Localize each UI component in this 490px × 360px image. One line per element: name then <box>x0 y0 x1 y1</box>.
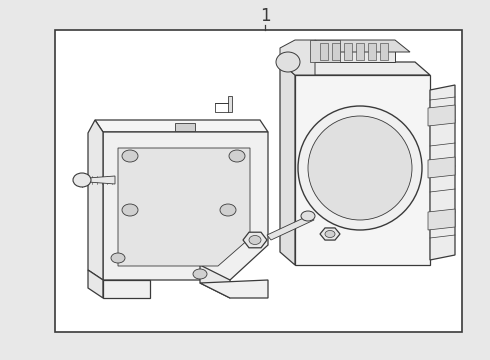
Polygon shape <box>310 40 340 62</box>
Ellipse shape <box>325 230 335 238</box>
Polygon shape <box>295 75 430 265</box>
Polygon shape <box>95 120 268 132</box>
Polygon shape <box>103 280 150 298</box>
Polygon shape <box>280 62 430 75</box>
Ellipse shape <box>308 116 412 220</box>
Polygon shape <box>315 40 395 62</box>
Polygon shape <box>380 43 388 60</box>
Polygon shape <box>200 280 268 298</box>
Ellipse shape <box>298 106 422 230</box>
Polygon shape <box>430 85 455 260</box>
Ellipse shape <box>193 269 207 279</box>
Polygon shape <box>88 176 115 184</box>
Polygon shape <box>368 43 376 60</box>
Polygon shape <box>88 270 103 298</box>
Polygon shape <box>215 96 232 112</box>
Bar <box>55 30 462 332</box>
Ellipse shape <box>276 52 300 72</box>
Ellipse shape <box>122 150 138 162</box>
Polygon shape <box>428 105 455 126</box>
Ellipse shape <box>220 204 236 216</box>
Polygon shape <box>103 132 268 280</box>
Polygon shape <box>267 215 314 240</box>
Polygon shape <box>332 43 340 60</box>
Ellipse shape <box>301 211 315 221</box>
Polygon shape <box>320 228 340 240</box>
Polygon shape <box>344 43 352 60</box>
Ellipse shape <box>229 150 245 162</box>
Polygon shape <box>200 265 230 298</box>
Polygon shape <box>118 148 250 266</box>
Text: 1: 1 <box>260 7 270 25</box>
Ellipse shape <box>111 253 125 263</box>
Polygon shape <box>280 62 295 265</box>
Polygon shape <box>428 209 455 230</box>
Polygon shape <box>320 43 328 60</box>
Polygon shape <box>315 40 410 52</box>
Ellipse shape <box>73 173 91 187</box>
Polygon shape <box>428 157 455 178</box>
Ellipse shape <box>122 204 138 216</box>
Polygon shape <box>243 232 267 248</box>
Polygon shape <box>88 120 103 280</box>
Ellipse shape <box>249 235 261 244</box>
Polygon shape <box>280 40 315 75</box>
Polygon shape <box>175 123 195 131</box>
Polygon shape <box>356 43 364 60</box>
